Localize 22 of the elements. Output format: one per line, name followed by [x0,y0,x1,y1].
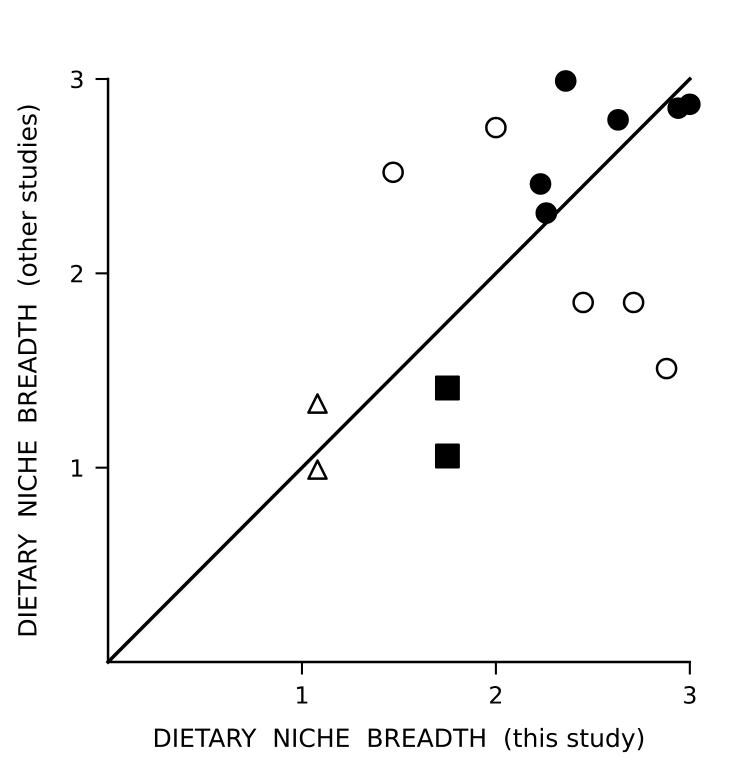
point [572,292,594,314]
y-tick-label: 3 [71,70,83,88]
y-tick-label: 2 [71,264,82,282]
point [307,393,328,414]
point [307,459,328,480]
y-tick-label: 1 [72,459,82,477]
x-tick-label: 3 [684,686,696,704]
point [434,444,460,468]
point [536,202,558,224]
point [554,70,577,92]
x-tick-label: 2 [490,686,502,704]
point [485,116,507,138]
x-axis-title: DIETARY NICHE BREADTH (this study) [154,728,644,752]
y-axis-title: DIETARY NICHE BREADTH (other studies) [17,105,40,636]
point [656,358,678,380]
point [382,161,404,184]
point [607,108,629,131]
point [679,93,701,116]
point [434,376,460,400]
point [530,173,552,195]
point [622,292,644,314]
x-tick-label: 1 [297,686,308,704]
